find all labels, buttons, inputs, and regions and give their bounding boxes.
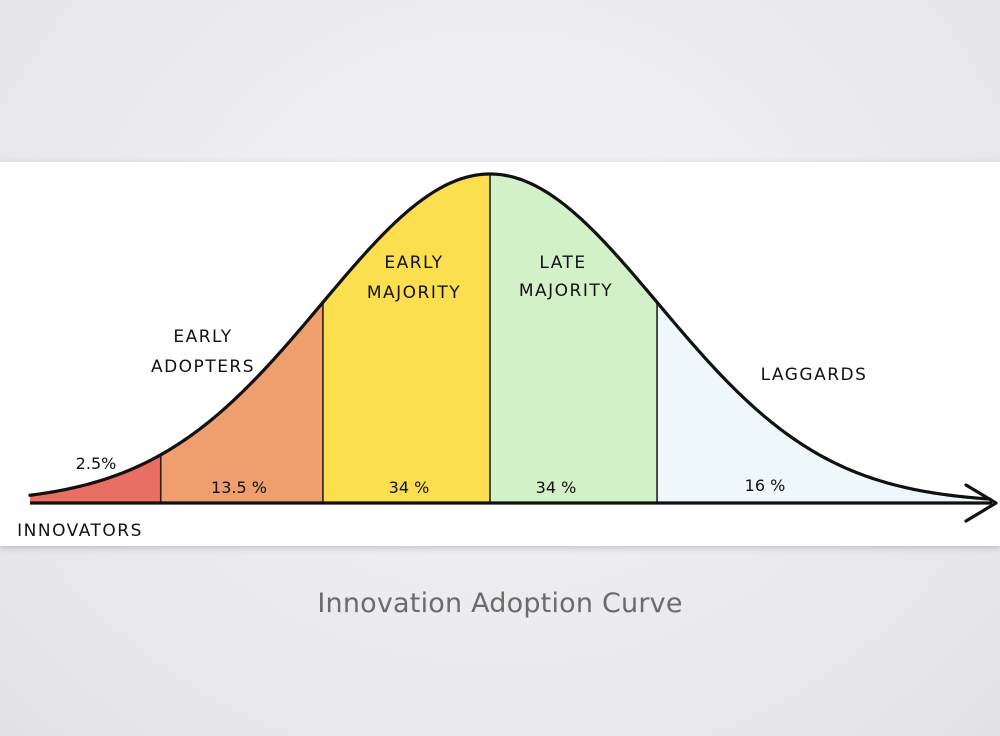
chart-panel: EARLY ADOPTERS EARLY MAJORITY LATE MAJOR… xyxy=(0,162,1000,546)
value-label-innovators: 2.5% xyxy=(76,454,117,473)
label-laggards: LAGGARDS xyxy=(761,365,868,385)
value-label-early-majority: 34 % xyxy=(389,478,430,497)
value-label-early-adopters: 13.5 % xyxy=(211,478,267,497)
bell-curve-line xyxy=(28,172,992,501)
label-innovators: INNOVATORS xyxy=(17,521,143,541)
label-early-adopters-line1: EARLY xyxy=(173,327,232,347)
label-late-majority-line2: MAJORITY xyxy=(519,281,613,301)
label-late-majority-line1: LATE xyxy=(539,253,586,273)
value-label-late-majority: 34 % xyxy=(536,478,577,497)
label-early-majority-line1: EARLY xyxy=(384,253,443,273)
band-laggards xyxy=(657,174,990,503)
arrowhead-icon xyxy=(964,483,998,523)
value-label-laggards: 16 % xyxy=(745,476,786,495)
label-early-majority-line2: MAJORITY xyxy=(367,283,461,303)
slide-caption: Innovation Adoption Curve xyxy=(317,588,683,619)
band-innovators xyxy=(30,174,161,503)
label-early-adopters-line2: ADOPTERS xyxy=(151,357,255,377)
adoption-curve-chart: EARLY ADOPTERS EARLY MAJORITY LATE MAJOR… xyxy=(17,172,998,541)
